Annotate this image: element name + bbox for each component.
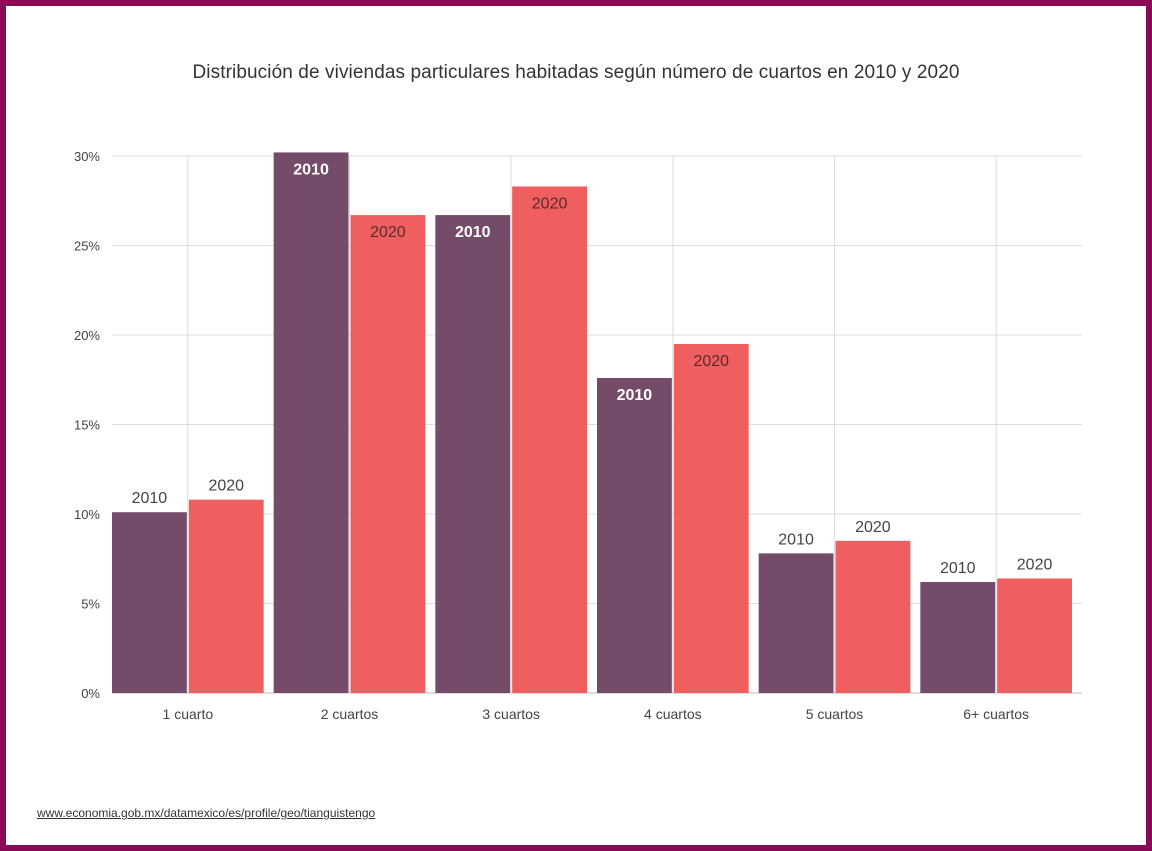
bar-data-label: 2020 bbox=[208, 478, 244, 495]
bar-2020 bbox=[512, 186, 587, 693]
bar-data-label: 2010 bbox=[940, 560, 976, 577]
y-tick-label: 30% bbox=[74, 149, 100, 164]
bar-2010 bbox=[597, 377, 672, 693]
bar-data-label: 2010 bbox=[455, 224, 491, 241]
bar-data-label: 2020 bbox=[855, 519, 891, 536]
y-tick-label: 10% bbox=[74, 507, 100, 522]
bar-2020 bbox=[350, 215, 426, 693]
y-tick-label: 20% bbox=[74, 328, 100, 343]
chart-title: Distribución de viviendas particulares h… bbox=[192, 62, 960, 83]
x-tick-label: 3 cuartos bbox=[482, 706, 540, 722]
bar-2020 bbox=[188, 499, 264, 693]
bar-data-label: 2020 bbox=[693, 353, 729, 370]
bar-2010 bbox=[273, 152, 349, 694]
x-tick-label: 2 cuartos bbox=[321, 706, 379, 722]
y-tick-label: 0% bbox=[81, 686, 100, 701]
bar-2010 bbox=[758, 553, 834, 693]
bar-2010 bbox=[435, 215, 511, 693]
x-tick-label: 6+ cuartos bbox=[963, 706, 1029, 722]
x-tick-label: 1 cuarto bbox=[163, 706, 214, 722]
x-tick-label: 4 cuartos bbox=[644, 706, 702, 722]
y-tick-label: 15% bbox=[74, 418, 100, 433]
y-tick-label: 5% bbox=[81, 597, 100, 612]
bar-2010 bbox=[920, 582, 996, 693]
bar-data-label: 2010 bbox=[778, 531, 814, 548]
bar-data-label: 2010 bbox=[293, 161, 329, 178]
y-tick-label: 25% bbox=[74, 239, 100, 254]
bar-2010 bbox=[112, 512, 187, 693]
bar-data-label: 2020 bbox=[532, 195, 568, 212]
bar-data-label: 2020 bbox=[1017, 556, 1053, 573]
bar-2020 bbox=[835, 540, 911, 693]
source-link[interactable]: www.economia.gob.mx/datamexico/es/profil… bbox=[37, 806, 376, 820]
bar-2020 bbox=[997, 578, 1072, 693]
x-tick-label: 5 cuartos bbox=[806, 706, 864, 722]
bar-2020 bbox=[673, 343, 749, 693]
bar-data-label: 2010 bbox=[132, 490, 168, 507]
bar-data-label: 2020 bbox=[370, 224, 406, 241]
bar-data-label: 2010 bbox=[617, 387, 653, 404]
